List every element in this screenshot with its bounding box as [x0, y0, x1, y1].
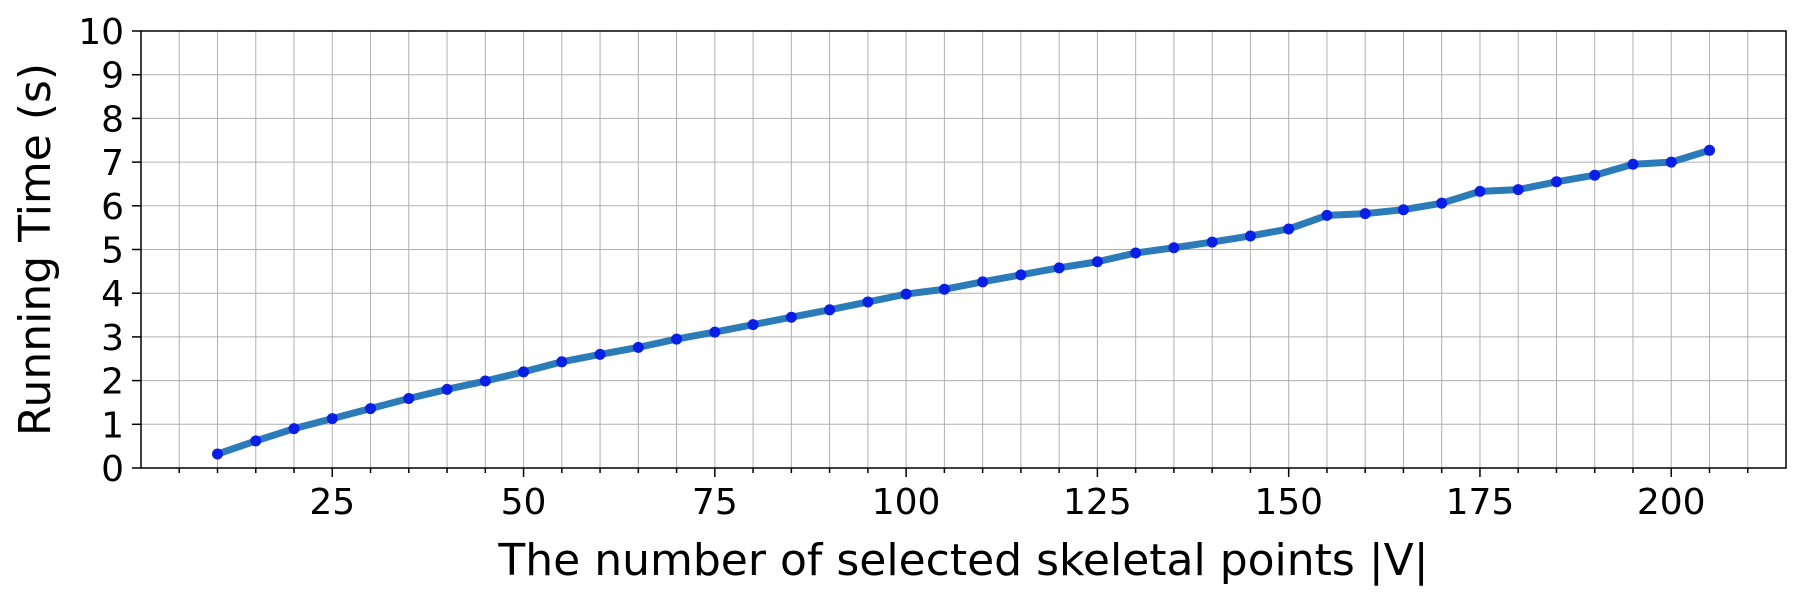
- data-point-marker: [1512, 184, 1524, 196]
- data-point-marker: [747, 319, 759, 331]
- grid-layer: [141, 30, 1786, 469]
- x-tick-label: 100: [872, 482, 941, 523]
- x-tick-label: 200: [1637, 482, 1706, 523]
- y-axis-label: Running Time (s): [10, 63, 61, 436]
- data-point-marker: [632, 341, 644, 353]
- data-point-marker: [1627, 158, 1639, 170]
- data-point-marker: [1244, 230, 1256, 242]
- x-tick-label: 75: [692, 482, 738, 523]
- data-point-marker: [1397, 204, 1409, 216]
- y-tick-label: 3: [101, 318, 124, 359]
- data-point-marker: [556, 356, 568, 368]
- data-point-marker: [1130, 247, 1142, 259]
- series-line: [214, 146, 1713, 458]
- x-tick-label: 50: [501, 482, 547, 523]
- data-point-marker: [1168, 242, 1180, 254]
- data-point-marker: [1015, 269, 1027, 281]
- data-point-marker: [1283, 223, 1295, 235]
- y-tick-label: 1: [101, 405, 124, 446]
- y-tick-label: 0: [101, 449, 124, 490]
- data-point-marker: [594, 348, 606, 360]
- data-point-marker: [824, 304, 836, 316]
- data-point-marker: [671, 333, 683, 345]
- data-point-marker: [900, 288, 912, 300]
- data-point-marker: [1703, 144, 1715, 156]
- data-point-marker: [403, 393, 415, 405]
- data-point-marker: [518, 366, 530, 378]
- data-point-marker: [1665, 156, 1677, 168]
- y-tick-label: 9: [101, 56, 124, 97]
- data-point-marker: [250, 435, 262, 447]
- data-point-marker: [1321, 209, 1333, 221]
- data-point-marker: [1053, 262, 1065, 274]
- data-point-marker: [288, 423, 300, 435]
- x-tick-label: 125: [1063, 482, 1132, 523]
- data-point-marker: [1091, 256, 1103, 268]
- data-point-marker: [326, 413, 338, 425]
- y-tick-label: 7: [101, 143, 124, 184]
- data-point-marker: [441, 383, 453, 395]
- data-point-marker: [862, 296, 874, 308]
- data-point-marker: [479, 375, 491, 387]
- x-tick-label: 175: [1446, 482, 1515, 523]
- data-point-marker: [785, 311, 797, 323]
- y-tick-label: 2: [101, 362, 124, 403]
- y-tick-label: 8: [101, 99, 124, 140]
- data-point-marker: [365, 403, 377, 415]
- y-tick-label: 6: [101, 187, 124, 228]
- data-point-marker: [977, 276, 989, 288]
- data-point-marker: [1550, 176, 1562, 188]
- data-point-marker: [709, 326, 721, 338]
- data-point-marker: [1206, 236, 1218, 248]
- data-point-marker: [1474, 185, 1486, 197]
- x-axis-label: The number of selected skeletal points |…: [497, 535, 1428, 586]
- data-point-marker: [1436, 197, 1448, 209]
- x-tick-label: 150: [1254, 482, 1323, 523]
- y-tick-label: 4: [101, 274, 124, 315]
- data-point-marker: [938, 283, 950, 295]
- data-point-marker: [1589, 169, 1601, 181]
- data-point-marker: [1359, 208, 1371, 220]
- y-tick-label: 10: [78, 12, 124, 53]
- y-tick-label: 5: [101, 231, 124, 272]
- data-point-marker: [212, 448, 224, 460]
- x-tick-label: 25: [309, 482, 355, 523]
- series-layer: [212, 144, 1715, 460]
